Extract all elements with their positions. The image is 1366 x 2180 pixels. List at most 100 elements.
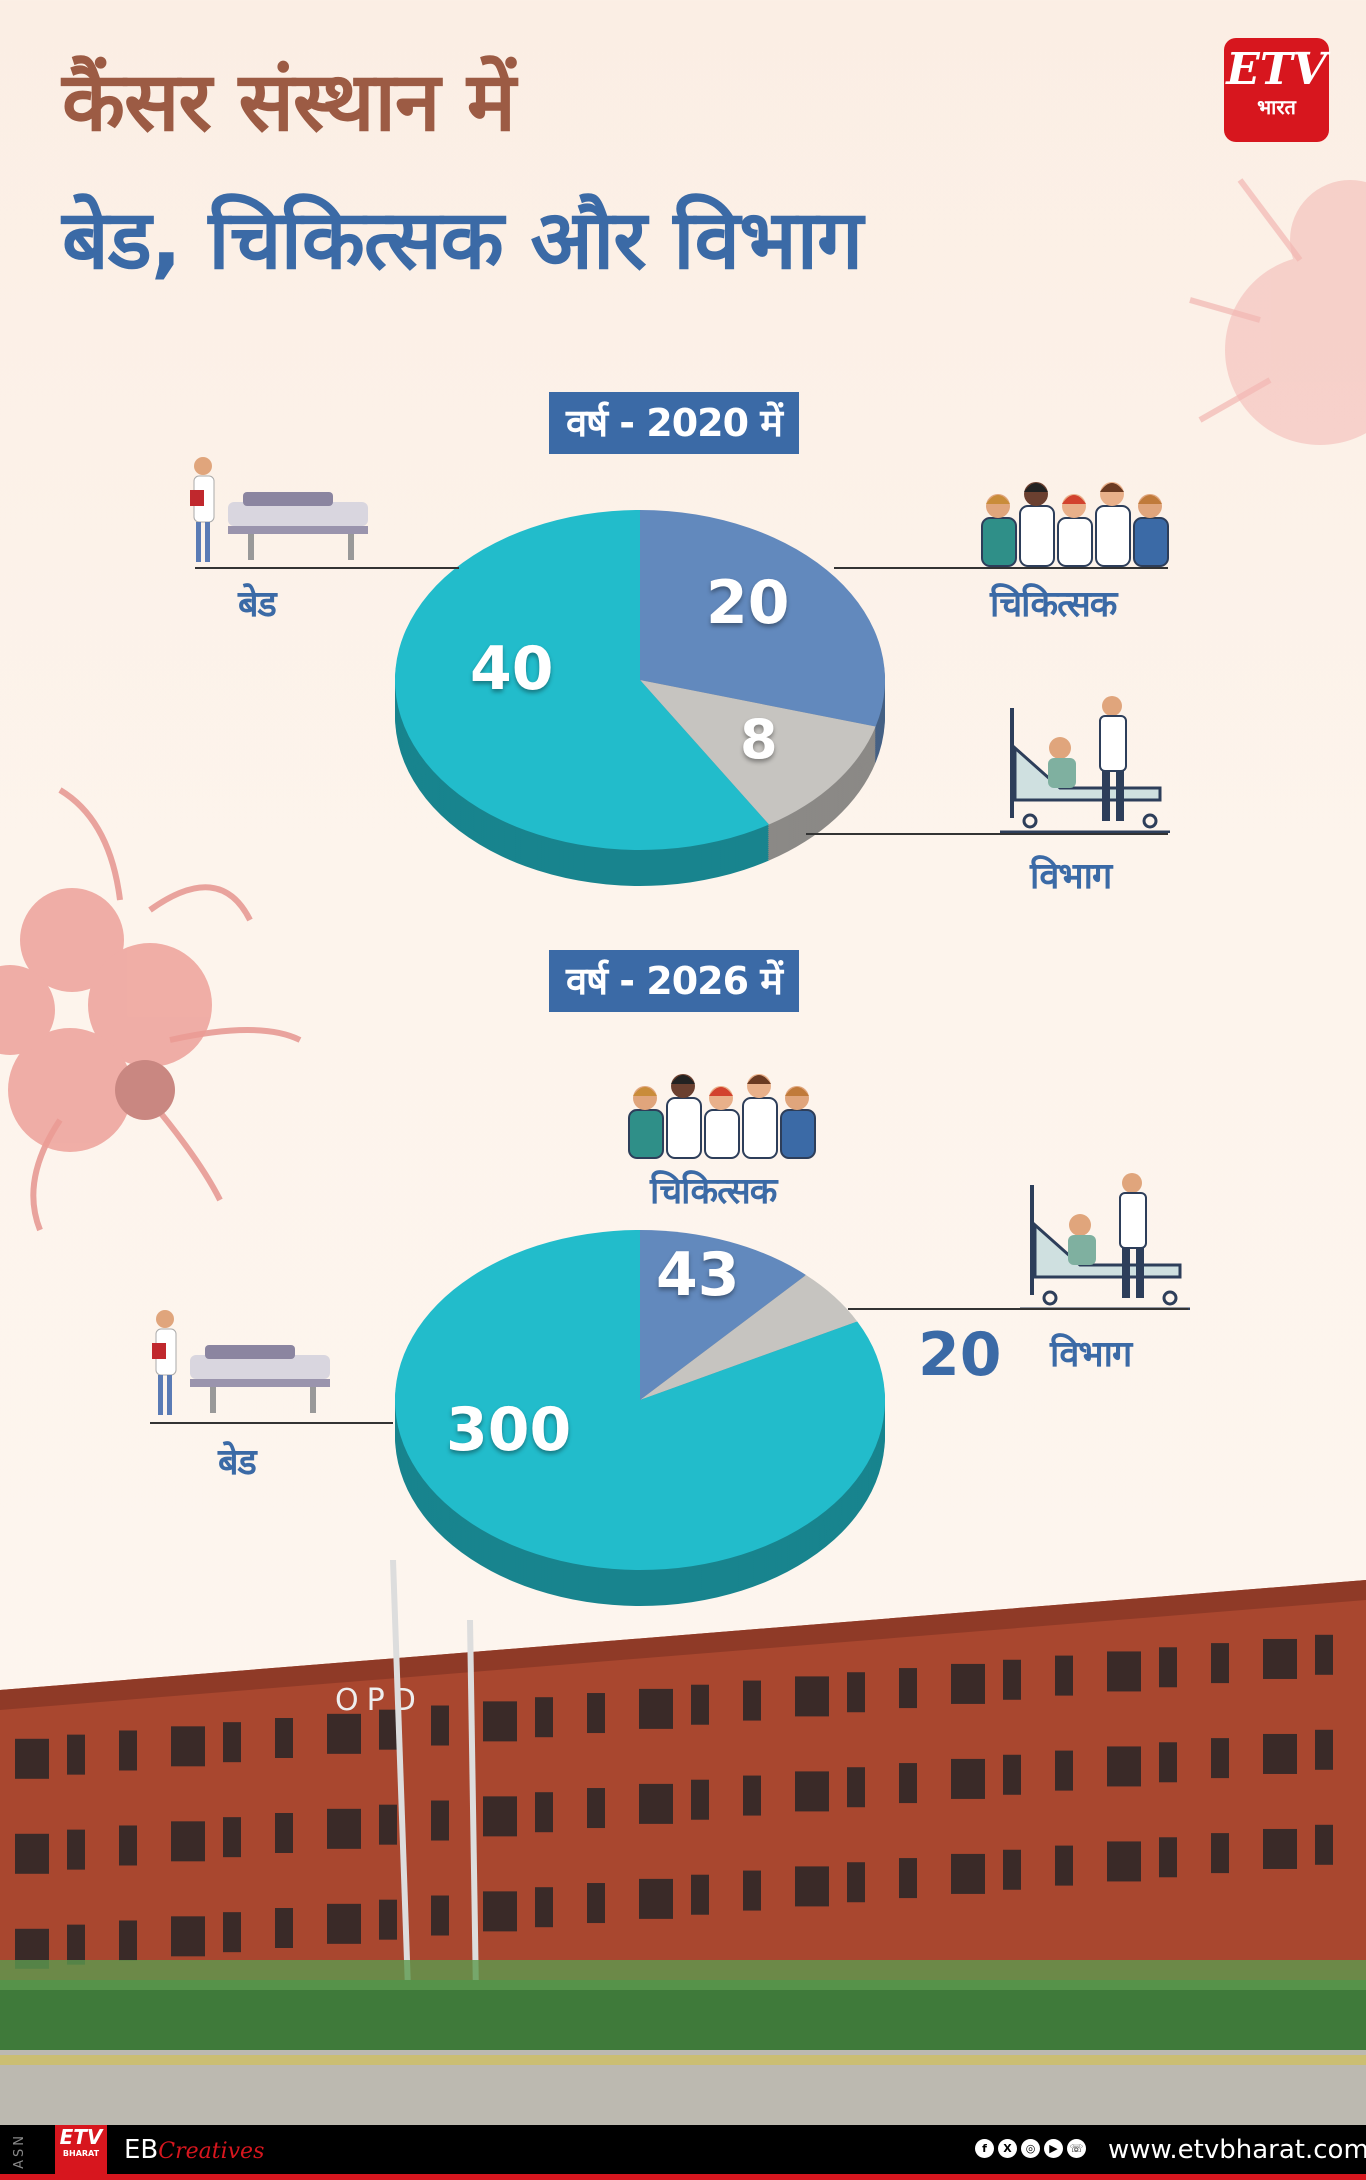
- eb-creatives: EBCreatives: [124, 2135, 264, 2165]
- building-window: [1003, 1754, 1021, 1795]
- building-window: [327, 1903, 361, 1944]
- building-window: [275, 1908, 293, 1948]
- doctor-leg: [1136, 1248, 1144, 1298]
- building-window: [899, 1858, 917, 1899]
- doctor-coat: [1099, 715, 1127, 772]
- doctor-hair: [747, 1075, 771, 1084]
- footer-bar: ASN ETV BHARAT EBCreatives f X ◎ ▶ ☏ www.…: [0, 2125, 1366, 2180]
- building-window: [691, 1779, 709, 1820]
- doctors-icon: [981, 482, 1169, 567]
- patient-body: [1068, 1235, 1096, 1265]
- etv-bharat-logo: ETV भारत: [1224, 38, 1329, 142]
- building-window: [1055, 1655, 1073, 1696]
- data-label-beds-2020: 40: [470, 634, 554, 704]
- label-beds-2020: बेड: [238, 584, 277, 625]
- title-line-1: कैंसर संस्थान में: [62, 55, 516, 150]
- x-icon[interactable]: X: [998, 2139, 1017, 2158]
- data-label-doctors-2020: 20: [706, 568, 790, 638]
- doctor-hair: [1100, 483, 1124, 492]
- doctor-figure: [1057, 517, 1093, 567]
- building-window: [1055, 1750, 1073, 1791]
- building-window: [1159, 1647, 1177, 1688]
- bed-icon: [152, 1310, 330, 1415]
- patient-head: [1069, 1214, 1091, 1236]
- building-window: [171, 1726, 205, 1767]
- department-icon: [1000, 696, 1170, 833]
- building-window: [1315, 1634, 1333, 1675]
- whatsapp-icon[interactable]: ☏: [1067, 2139, 1086, 2158]
- building-window: [743, 1680, 761, 1721]
- building-window: [119, 1920, 137, 1961]
- building-window: [847, 1672, 865, 1713]
- creatives-text: Creatives: [158, 2139, 265, 2164]
- building-window: [379, 1899, 397, 1940]
- eb-text: EB: [124, 2135, 159, 2165]
- doctor-figure: [1019, 505, 1055, 567]
- building-window: [1003, 1849, 1021, 1890]
- building-window: [899, 1763, 917, 1804]
- chart-title-2020: वर्ष - 2020 में: [549, 392, 799, 454]
- building-window: [639, 1878, 673, 1919]
- opd-sign: OPD: [335, 1683, 424, 1718]
- building-window: [379, 1804, 397, 1845]
- facebook-icon[interactable]: f: [975, 2139, 994, 2158]
- chart-title-2026: वर्ष - 2026 में: [549, 950, 799, 1012]
- building-window: [1107, 1746, 1141, 1787]
- leader-line-beds-2020: [195, 567, 459, 569]
- building-window: [67, 1734, 85, 1775]
- building-window: [275, 1813, 293, 1853]
- iv-stand: [1010, 708, 1014, 818]
- doctor-leg: [1122, 1248, 1130, 1298]
- label-doctors-2026: चिकित्सक: [650, 1171, 777, 1212]
- leader-line-departments-2026: [848, 1308, 1188, 1310]
- doctor-leg: [1116, 771, 1124, 821]
- building-window: [327, 1808, 361, 1849]
- building-window: [1315, 1729, 1333, 1770]
- building-window: [483, 1891, 517, 1932]
- pie-chart-2026: [395, 1230, 885, 1606]
- logo-subtext: भारत: [1257, 95, 1296, 119]
- doctor-hair: [671, 1075, 695, 1084]
- building-window: [639, 1783, 673, 1824]
- pie-slice-doctors-1: [640, 1230, 806, 1400]
- instagram-icon[interactable]: ◎: [1021, 2139, 1040, 2158]
- building-window: [275, 1718, 293, 1758]
- building-window: [67, 1829, 85, 1870]
- leader-line-departments-2020: [806, 833, 1168, 835]
- building-window: [899, 1668, 917, 1709]
- doctor-hair: [986, 495, 1010, 504]
- building-window: [1211, 1738, 1229, 1779]
- iv-stand: [1030, 1185, 1034, 1295]
- building-window: [951, 1853, 985, 1894]
- doctor-head: [1122, 1173, 1142, 1193]
- building-window: [795, 1771, 829, 1812]
- doctor-hair: [633, 1087, 657, 1096]
- building-window: [1211, 1833, 1229, 1874]
- building-window: [587, 1693, 605, 1734]
- footer-logo: ETV BHARAT: [55, 2125, 107, 2174]
- leader-line-beds-2026: [150, 1422, 393, 1424]
- building-window: [691, 1874, 709, 1915]
- hospital-building-photo: OPD: [0, 1560, 1366, 2125]
- doctor-hair: [1024, 483, 1048, 492]
- doctor-hair: [1138, 495, 1162, 504]
- bed-wheel: [1142, 813, 1158, 829]
- building-window: [119, 1730, 137, 1771]
- patient-body: [1048, 758, 1076, 788]
- label-departments-2020: विभाग: [1030, 856, 1112, 897]
- youtube-icon[interactable]: ▶: [1044, 2139, 1063, 2158]
- logo-text: ETV: [1226, 44, 1327, 95]
- building-window: [171, 1821, 205, 1862]
- doctor-figure: [780, 1109, 816, 1159]
- hospital-bed: [1033, 1221, 1182, 1279]
- building-window: [847, 1862, 865, 1903]
- label-departments-2026: विभाग: [1050, 1334, 1132, 1375]
- building-window: [1107, 1841, 1141, 1882]
- social-icons: f X ◎ ▶ ☏: [975, 2139, 1086, 2158]
- data-label-beds-2026: 300: [446, 1395, 572, 1465]
- building-window: [743, 1775, 761, 1816]
- building-window: [951, 1663, 985, 1704]
- building-window: [1263, 1638, 1297, 1679]
- building-window: [691, 1684, 709, 1725]
- website-link[interactable]: www.etvbharat.com: [1108, 2135, 1366, 2165]
